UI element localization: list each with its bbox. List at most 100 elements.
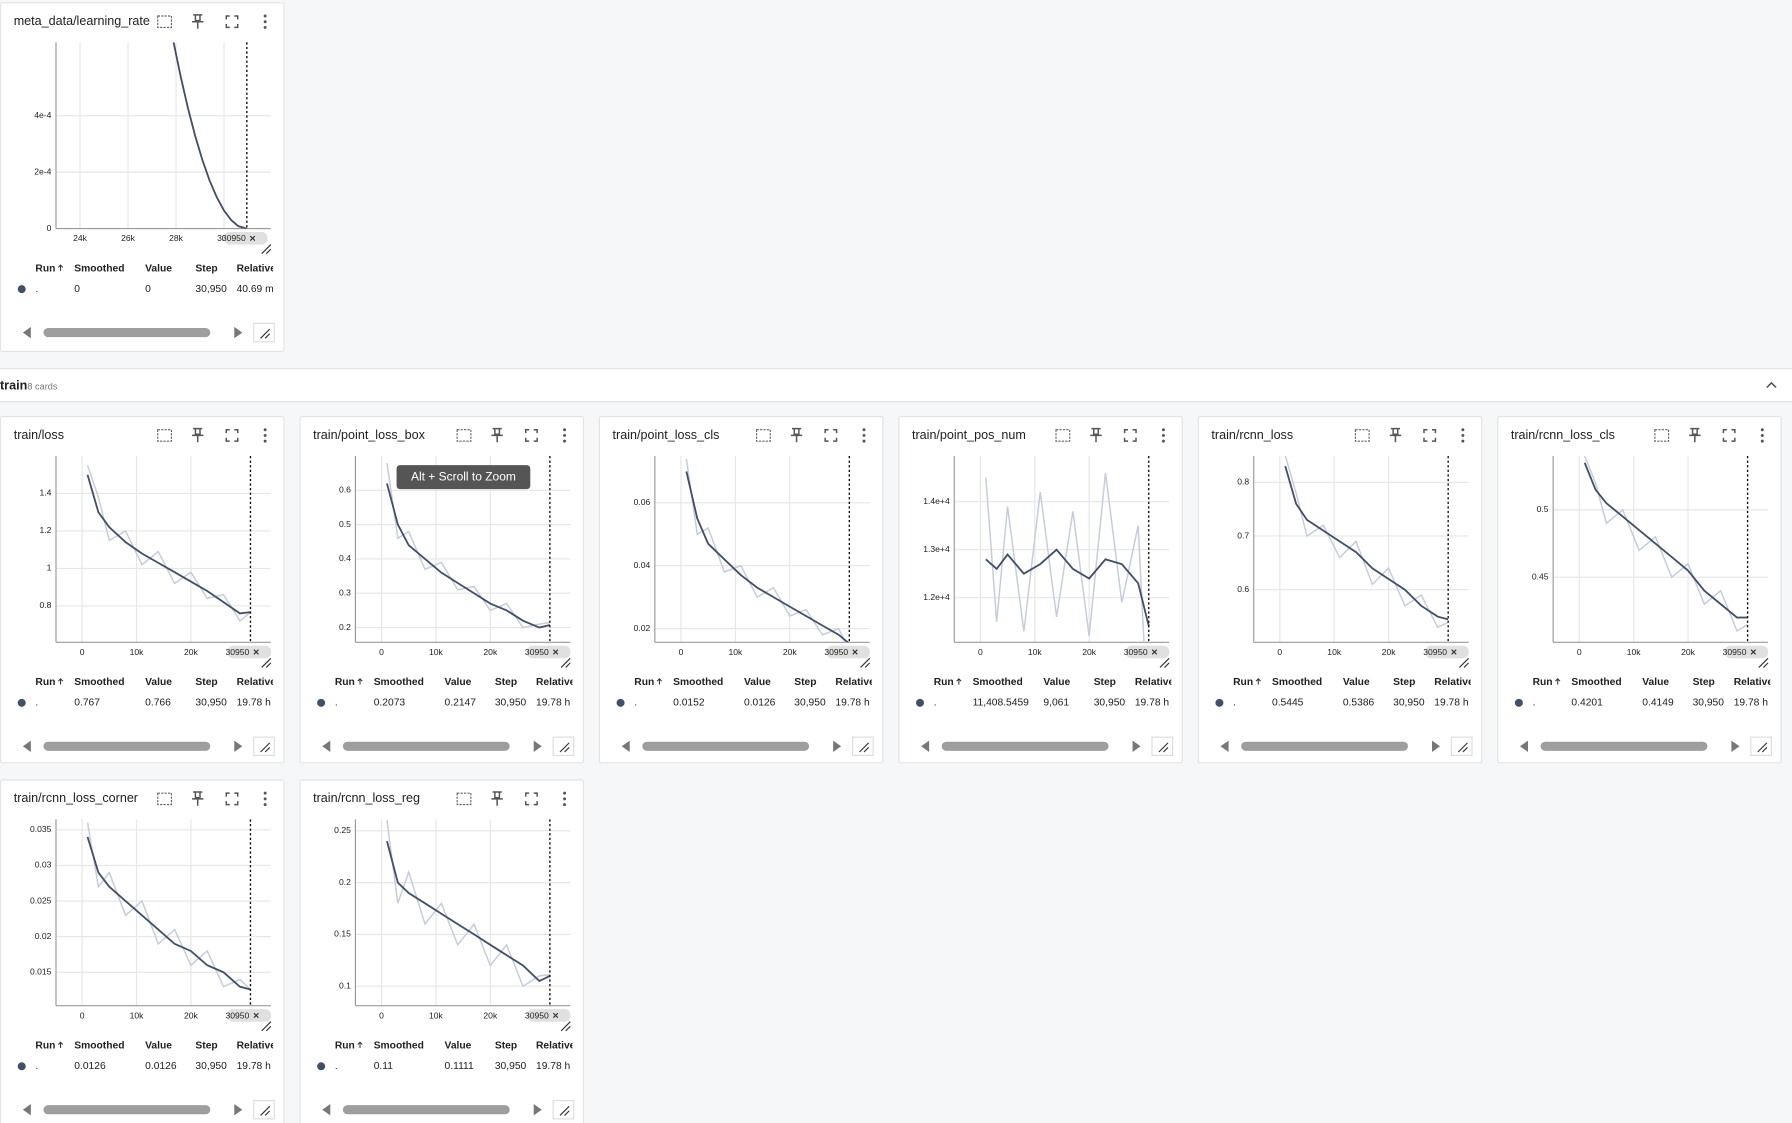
menu-icon[interactable] [1161,433,1165,437]
scroll-thumb[interactable] [1241,741,1408,751]
table-header[interactable]: Relative [237,1040,277,1051]
fit-icon[interactable] [157,429,172,442]
table-header[interactable]: Smoothed [1571,677,1621,688]
resize-icon[interactable] [560,657,571,668]
scroll-thumb[interactable] [642,741,810,751]
fit-icon[interactable] [1354,429,1370,442]
menu-icon[interactable] [563,439,567,443]
scroll-left[interactable] [1220,740,1229,752]
resize-icon[interactable] [560,1021,571,1032]
step-chip[interactable] [1724,645,1769,659]
fullscreen-icon[interactable] [225,792,239,806]
step-chip[interactable] [527,645,571,659]
menu-icon[interactable] [563,791,567,795]
table-header[interactable]: Step [495,1040,517,1051]
pin-icon[interactable] [491,791,503,806]
chip-close[interactable] [552,1012,559,1019]
menu-icon[interactable] [263,803,267,807]
fullscreen-icon[interactable] [1423,428,1437,442]
section-header[interactable]: train 8 cards [0,367,1792,403]
menu-icon[interactable] [862,428,866,432]
table-header[interactable]: Run [934,677,954,688]
scroll-thumb[interactable] [43,327,211,338]
scroll-right[interactable] [533,740,542,752]
chip-close[interactable] [1750,649,1757,655]
resize-icon[interactable] [261,1021,272,1032]
table-header[interactable]: Step [794,677,816,688]
table-header[interactable]: Value [145,263,172,274]
chip-close[interactable] [253,649,259,655]
scroll-thumb[interactable] [43,741,211,751]
scroll-left[interactable] [322,1103,331,1116]
menu-icon[interactable] [1760,428,1764,432]
table-header[interactable]: Value [445,677,472,688]
fullscreen-icon[interactable] [1123,428,1137,442]
table-header[interactable]: Smoothed [374,677,424,688]
scroll-left[interactable] [621,740,630,752]
menu-icon[interactable] [862,439,866,443]
scroll-right[interactable] [1731,740,1740,752]
table-header[interactable]: Run [335,1040,355,1051]
table-header[interactable]: Value [145,1040,172,1051]
scroll-left[interactable] [22,326,31,339]
table-header[interactable]: Run [634,677,654,688]
table-header[interactable]: Step [1094,677,1116,688]
scroll-left[interactable] [921,740,930,752]
scroll-right[interactable] [234,1103,243,1116]
table-header[interactable]: Relative [1135,677,1175,688]
pin-icon[interactable] [191,427,204,443]
chip-close[interactable] [253,1012,259,1019]
fullscreen-icon[interactable] [524,792,538,806]
fullscreen-icon[interactable] [225,15,239,29]
scroll-right[interactable] [533,1103,542,1116]
table-header[interactable]: Relative [1734,677,1774,688]
step-chip[interactable] [227,1009,272,1022]
menu-icon[interactable] [263,433,267,437]
step-chip[interactable] [527,1009,571,1022]
menu-icon[interactable] [1461,428,1465,432]
scroll-left[interactable] [322,740,331,752]
table-header[interactable]: Run [35,1040,55,1051]
table-header[interactable]: Run [1533,677,1553,688]
resize-icon[interactable] [1459,657,1469,668]
menu-icon[interactable] [1161,439,1165,443]
fit-icon[interactable] [456,792,472,806]
menu-icon[interactable] [263,428,267,432]
menu-icon[interactable] [563,803,567,807]
table-header[interactable]: Relative [1434,677,1474,688]
menu-icon[interactable] [1760,433,1764,437]
fullscreen-icon[interactable] [1722,428,1736,442]
collapse-icon[interactable] [1765,378,1779,392]
table-header[interactable]: Step [1693,677,1715,688]
table-header[interactable]: Smoothed [673,677,723,688]
fit-icon[interactable] [157,15,172,28]
fullscreen-icon[interactable] [824,428,838,442]
table-header[interactable]: Smoothed [374,1040,424,1051]
step-chip[interactable] [826,645,870,659]
pin-icon[interactable] [1689,427,1701,443]
step-chip[interactable] [223,231,268,245]
scroll-thumb[interactable] [342,741,510,751]
menu-icon[interactable] [263,14,267,18]
table-header[interactable]: Step [1393,677,1415,688]
chip-close[interactable] [1151,649,1158,655]
scroll-thumb[interactable] [342,1105,510,1115]
table-header[interactable]: Relative [835,677,875,688]
table-header[interactable]: Run [335,677,355,688]
table-header[interactable]: Value [1343,677,1370,688]
chip-close[interactable] [249,235,256,241]
pin-icon[interactable] [491,427,503,443]
menu-icon[interactable] [1161,428,1165,432]
menu-icon[interactable] [263,439,267,443]
pin-icon[interactable] [191,791,204,806]
step-chip[interactable] [1125,645,1170,659]
fit-icon[interactable] [456,429,472,442]
scroll-right[interactable] [833,740,842,752]
table-header[interactable]: Value [744,677,771,688]
table-header[interactable]: Step [195,677,217,688]
menu-icon[interactable] [263,791,267,795]
menu-icon[interactable] [1461,439,1465,443]
table-header[interactable]: Value [1043,677,1070,688]
table-header[interactable]: Step [495,677,517,688]
resize-icon[interactable] [261,657,272,668]
